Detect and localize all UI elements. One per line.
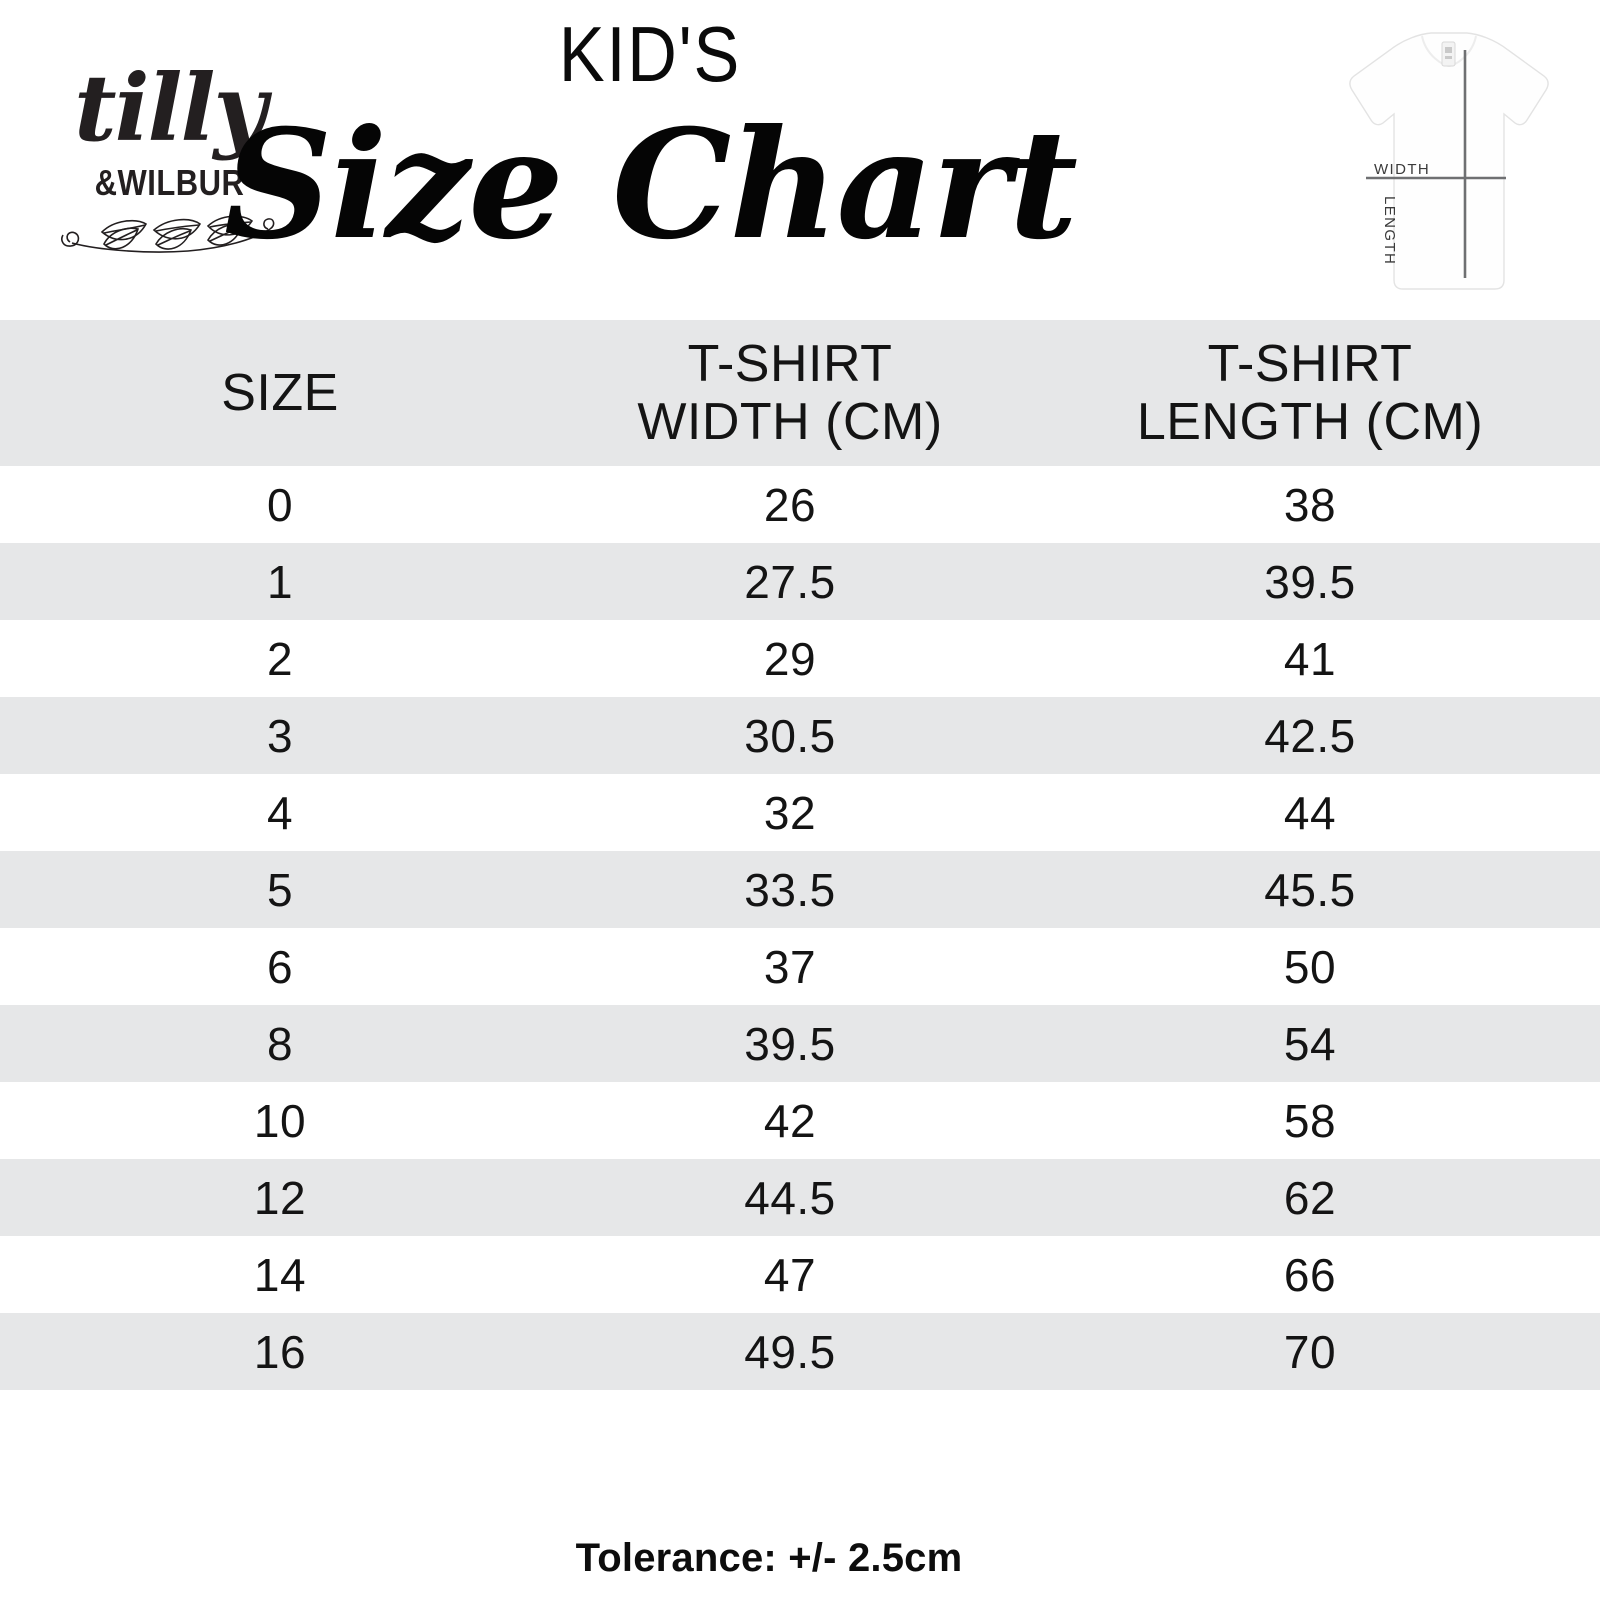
table-row: 0 26 38 xyxy=(0,466,1600,543)
width-cell: 39.5 xyxy=(744,1017,836,1070)
width-cell: 32 xyxy=(763,786,817,839)
size-cell: 5 xyxy=(266,863,294,916)
length-cell: 41 xyxy=(1283,632,1337,685)
tshirt-length-label: LENGTH xyxy=(1381,196,1398,266)
table-row: 12 44.5 62 xyxy=(0,1159,1600,1236)
size-chart-table: SIZE T-SHIRT WIDTH (CM) T-SHIRT LENGTH (… xyxy=(0,320,1600,1390)
length-cell: 54 xyxy=(1283,1017,1337,1070)
length-cell: 44 xyxy=(1283,786,1337,839)
length-cell: 62 xyxy=(1283,1171,1337,1224)
column-header-length: T-SHIRT LENGTH (CM) xyxy=(1136,335,1484,451)
brand-sub-name: &WILBUR xyxy=(94,162,245,204)
table-row: 2 29 41 xyxy=(0,620,1600,697)
tshirt-measurement-diagram: WIDTH LENGTH xyxy=(1318,28,1580,300)
width-cell: 29 xyxy=(763,632,817,685)
column-header-size: SIZE xyxy=(221,364,339,422)
size-cell: 1 xyxy=(266,555,294,608)
length-cell: 66 xyxy=(1283,1248,1337,1301)
size-cell: 6 xyxy=(266,940,294,993)
brand-script-name: tilly xyxy=(74,54,267,162)
size-cell: 2 xyxy=(266,632,294,685)
page-title: Size Chart xyxy=(223,97,1078,273)
length-cell: 45.5 xyxy=(1264,863,1356,916)
table-row: 5 33.5 45.5 xyxy=(0,851,1600,928)
size-cell: 10 xyxy=(253,1094,307,1147)
width-cell: 37 xyxy=(763,940,817,993)
length-cell: 50 xyxy=(1283,940,1337,993)
length-cell: 38 xyxy=(1283,478,1337,531)
width-cell: 44.5 xyxy=(744,1171,836,1224)
length-cell: 70 xyxy=(1283,1325,1337,1378)
length-cell: 58 xyxy=(1283,1094,1337,1147)
width-cell: 26 xyxy=(763,478,817,531)
table-header-row: SIZE T-SHIRT WIDTH (CM) T-SHIRT LENGTH (… xyxy=(0,320,1600,466)
leaf-branch-icon xyxy=(61,215,275,253)
length-cell: 42.5 xyxy=(1264,709,1356,762)
width-cell: 27.5 xyxy=(744,555,836,608)
size-cell: 3 xyxy=(266,709,294,762)
header-area: tilly &WILBUR KID'S Size C xyxy=(0,0,1600,320)
width-cell: 30.5 xyxy=(744,709,836,762)
table-body: 0 26 38 1 27.5 39.5 2 29 41 3 30.5 42.5 4 32 44 5 33.5 45… xyxy=(0,466,1600,1390)
size-cell: 4 xyxy=(266,786,294,839)
table-row: 4 32 44 xyxy=(0,774,1600,851)
brand-logo: tilly &WILBUR xyxy=(61,54,277,263)
tshirt-icon xyxy=(1349,32,1549,290)
table-row: 14 47 66 xyxy=(0,1236,1600,1313)
table-row: 3 30.5 42.5 xyxy=(0,697,1600,774)
size-cell: 16 xyxy=(253,1325,307,1378)
size-cell: 0 xyxy=(266,478,294,531)
table-row: 1 27.5 39.5 xyxy=(0,543,1600,620)
table-row: 8 39.5 54 xyxy=(0,1005,1600,1082)
width-cell: 47 xyxy=(763,1248,817,1301)
size-cell: 12 xyxy=(253,1171,307,1224)
width-cell: 42 xyxy=(763,1094,817,1147)
page-eyebrow-title: KID'S xyxy=(558,10,742,98)
size-cell: 8 xyxy=(266,1017,294,1070)
length-cell: 39.5 xyxy=(1264,555,1356,608)
table-row: 10 42 58 xyxy=(0,1082,1600,1159)
size-cell: 14 xyxy=(253,1248,307,1301)
tolerance-note: Tolerance: +/- 2.5cm xyxy=(575,1536,963,1580)
tshirt-width-label: WIDTH xyxy=(1374,161,1431,178)
table-row: 16 49.5 70 xyxy=(0,1313,1600,1390)
column-header-width: T-SHIRT WIDTH (CM) xyxy=(637,335,943,451)
width-cell: 49.5 xyxy=(744,1325,836,1378)
table-row: 6 37 50 xyxy=(0,928,1600,1005)
width-cell: 33.5 xyxy=(744,863,836,916)
